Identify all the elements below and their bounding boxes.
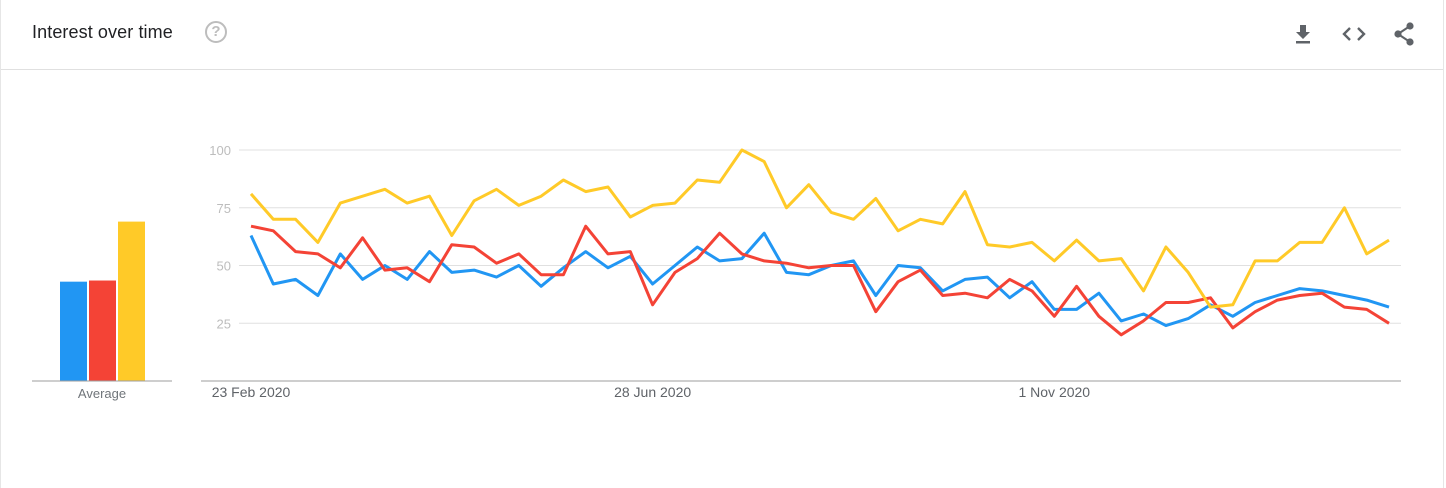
average-label: Average [77,386,127,401]
average-bar-chart [32,221,172,382]
y-tick-label: 100 [209,143,231,158]
average-bar-3[interactable] [118,221,145,381]
average-bar-2[interactable] [89,280,116,381]
x-tick-label: 28 Jun 2020 [614,384,692,400]
series-line-2[interactable] [250,224,1390,337]
share-icon[interactable] [1390,20,1418,48]
y-tick-label: 50 [217,259,231,274]
embed-code-icon[interactable] [1340,20,1368,48]
y-tick-label: 75 [217,201,231,216]
card-title: Interest over time [32,22,173,42]
help-icon[interactable]: ? [205,21,227,43]
series-line-3[interactable] [249,148,1390,309]
series-line-1[interactable] [249,231,1390,328]
x-tick-label: 23 Feb 2020 [211,384,291,400]
download-icon[interactable] [1289,20,1317,48]
average-bar-1[interactable] [60,281,87,381]
card-header: Interest over time ? [1,0,1443,70]
y-tick-label: 25 [217,316,231,331]
x-tick-label: 1 Nov 2020 [1018,384,1091,400]
